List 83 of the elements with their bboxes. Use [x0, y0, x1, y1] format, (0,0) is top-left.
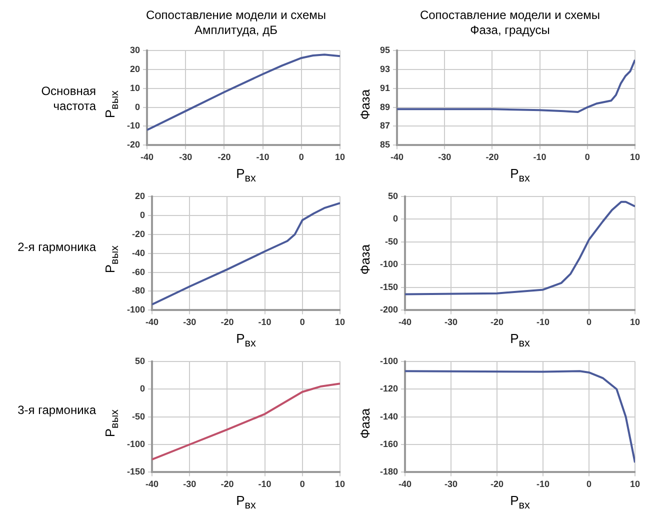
text: Основная частота: [40, 84, 96, 114]
x-tick-label: 0: [298, 152, 304, 162]
x-tick-label: 10: [334, 152, 345, 162]
y-tick-label: 30: [130, 44, 140, 55]
x-tick-label: 10: [334, 317, 345, 328]
chart-subtitle: Фаза, градусы: [469, 23, 551, 38]
x-tick-label: -10: [258, 479, 272, 490]
y-tick-label: -160: [380, 438, 398, 449]
x-axis-title: P$_{вх}$: [235, 493, 257, 512]
y-tick-label: 20: [130, 64, 140, 74]
y-tick-label: 50: [388, 190, 398, 201]
x-tick-label: -10: [256, 152, 270, 162]
x-tick-label: -30: [438, 152, 452, 162]
x-tick-label: 0: [586, 317, 592, 328]
y-tick-label: -150: [127, 466, 146, 477]
x-axis-title: P$_{вх}$: [509, 166, 531, 185]
x-axis-title: P$_{вх}$: [509, 331, 531, 350]
y-tick-label: -60: [132, 266, 146, 277]
y-tick-label: 50: [135, 356, 146, 366]
x-axis-title: P$_{вх}$: [509, 493, 531, 512]
x-tick-label: 10: [630, 317, 640, 328]
y-tick-label: -10: [126, 120, 140, 131]
x-tick-label: -10: [536, 479, 550, 490]
y-tick-label: 93: [380, 64, 390, 74]
x-tick-label: -20: [486, 152, 499, 162]
y-tick-label: -140: [380, 411, 398, 422]
x-tick-label: -20: [220, 317, 234, 328]
y-tick-label: 10: [130, 82, 140, 93]
y-axis-title: Фаза: [358, 88, 373, 120]
x-tick-label: -10: [533, 152, 546, 162]
x-tick-label: -30: [179, 152, 192, 162]
y-tick-label: 89: [380, 102, 390, 112]
x-tick-label: -20: [218, 152, 231, 162]
y-tick-label: 95: [380, 44, 390, 55]
y-tick-label: -100: [127, 304, 146, 315]
x-tick-label: -40: [398, 479, 412, 490]
y-tick-label: 85: [380, 140, 390, 150]
x-tick-label: 10: [630, 479, 640, 490]
y-tick-label: 20: [135, 190, 146, 201]
y-tick-label: -120: [380, 384, 398, 394]
x-tick-label: -20: [220, 479, 234, 490]
x-tick-label: 0: [300, 479, 305, 490]
y-tick-label: 0: [134, 102, 140, 112]
x-tick-label: 0: [584, 152, 590, 162]
text: 2-я гармоника: [16, 240, 96, 254]
y-tick-label: -150: [380, 282, 398, 292]
y-tick-label: -100: [380, 356, 398, 366]
y-tick-label: -50: [132, 411, 146, 422]
chart-title: Сопоставление модели и схемы: [144, 8, 328, 23]
x-tick-label: 10: [630, 152, 640, 162]
y-tick-label: 0: [140, 210, 146, 220]
x-tick-label: -20: [490, 317, 504, 328]
x-axis-title: P$_{вх}$: [235, 166, 257, 185]
y-tick-label: 91: [380, 82, 390, 93]
y-tick-label: 87: [380, 120, 390, 131]
x-tick-label: -10: [258, 317, 272, 328]
y-tick-label: -20: [132, 228, 146, 239]
y-axis-title: Фаза: [358, 408, 373, 438]
x-tick-label: 10: [334, 479, 345, 490]
chart-title: Сопоставление модели и схемы: [418, 8, 602, 23]
x-tick-label: -30: [183, 479, 196, 490]
y-tick-label: 0: [140, 384, 146, 394]
x-tick-label: 0: [586, 479, 592, 490]
y-tick-label: -180: [380, 466, 398, 477]
y-tick-label: -100: [380, 259, 398, 270]
chart-subtitle: Амплитуда, дБ: [194, 23, 278, 38]
y-tick-label: -40: [132, 248, 146, 258]
y-tick-label: -200: [380, 304, 398, 315]
y-tick-label: -50: [385, 236, 398, 246]
y-tick-label: -20: [126, 140, 140, 150]
y-tick-label: -100: [127, 438, 146, 449]
x-tick-label: -30: [444, 317, 458, 328]
y-axis-title: Фаза: [358, 244, 373, 275]
text: 3-я гармоника: [16, 403, 96, 418]
x-tick-label: -10: [536, 317, 550, 328]
y-tick-label: -80: [132, 286, 146, 296]
x-tick-label: -30: [444, 479, 458, 490]
y-tick-label: 0: [393, 214, 398, 224]
x-tick-label: -20: [490, 479, 504, 490]
x-tick-label: 0: [300, 317, 305, 328]
x-tick-label: -30: [183, 317, 196, 328]
x-tick-label: -40: [398, 317, 412, 328]
x-axis-title: P$_{вх}$: [235, 331, 257, 350]
